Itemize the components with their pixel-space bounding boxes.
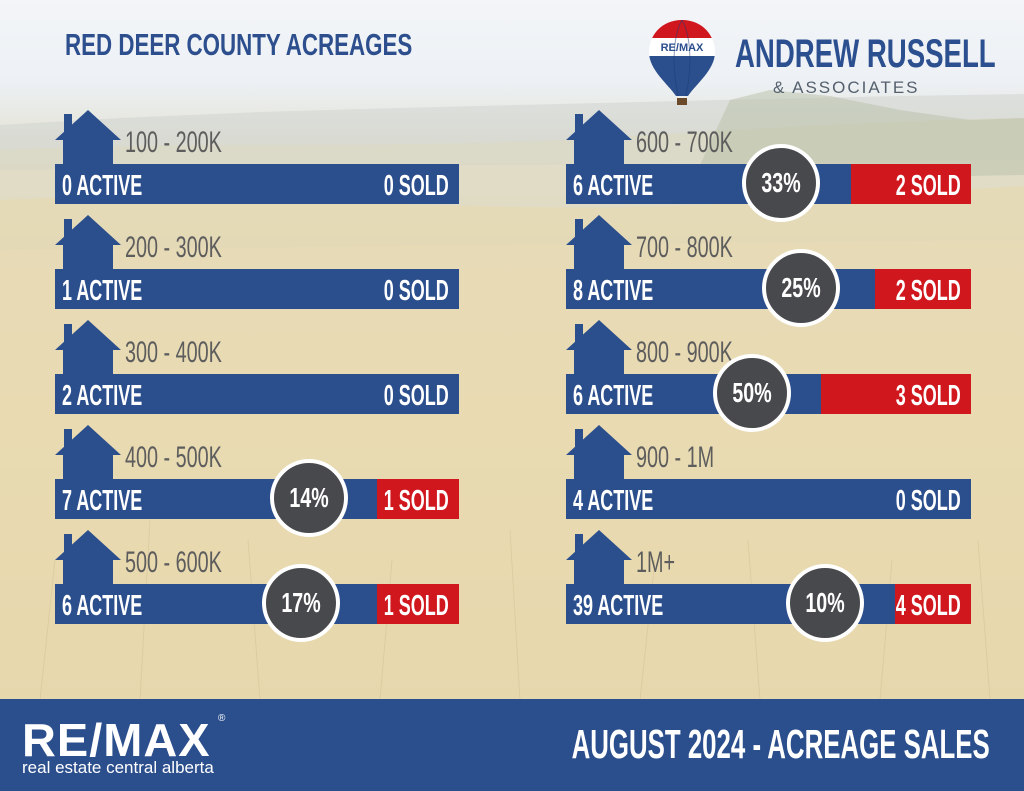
active-count: 6 ACTIVE: [573, 380, 654, 412]
sold-bar: [851, 164, 971, 204]
active-count: 8 ACTIVE: [573, 275, 654, 307]
sold-bar: [821, 374, 971, 414]
active-count: 2 ACTIVE: [62, 380, 143, 412]
hot-air-balloon-icon: RE/MAX: [649, 20, 715, 105]
price-range-label: 600 - 700K: [636, 126, 733, 159]
sold-count: 2 SOLD: [896, 170, 961, 202]
house-icon: [566, 530, 632, 586]
house-icon: [55, 110, 121, 166]
sold-count: 0 SOLD: [384, 380, 449, 412]
house-icon: [55, 530, 121, 586]
sold-percent-badge: 25%: [762, 249, 840, 327]
sold-percent-value: 17%: [281, 587, 321, 618]
svg-text:RE/MAX: RE/MAX: [661, 42, 704, 54]
price-range-row: 800 - 900K 6 ACTIVE 3 SOLD 50%: [566, 320, 971, 432]
active-count: 0 ACTIVE: [62, 170, 143, 202]
active-count: 6 ACTIVE: [573, 170, 654, 202]
sold-percent-badge: 10%: [786, 564, 864, 642]
active-bar: [55, 374, 459, 414]
sold-count: 0 SOLD: [384, 170, 449, 202]
price-range-label: 400 - 500K: [125, 441, 222, 474]
price-range-row: 600 - 700K 6 ACTIVE 2 SOLD 33%: [566, 110, 971, 222]
sold-bar: [377, 584, 459, 624]
price-range-label: 1M+: [636, 546, 676, 579]
sold-percent-value: 25%: [781, 272, 821, 303]
registered-mark: ®: [218, 713, 226, 724]
price-range-label: 300 - 400K: [125, 336, 222, 369]
price-range-label: 200 - 300K: [125, 231, 222, 264]
active-count: 6 ACTIVE: [62, 590, 143, 622]
page-title: RED DEER COUNTY ACREAGES: [65, 27, 413, 62]
footer-tagline: real estate central alberta: [22, 758, 214, 777]
price-range-label: 500 - 600K: [125, 546, 222, 579]
house-icon: [566, 110, 632, 166]
house-icon: [566, 425, 632, 481]
price-range-row: 1M+ 39 ACTIVE 4 SOLD 10%: [566, 530, 971, 642]
sold-count: 3 SOLD: [896, 380, 961, 412]
active-count: 7 ACTIVE: [62, 485, 143, 517]
house-icon: [55, 320, 121, 376]
sold-count: 2 SOLD: [896, 275, 961, 307]
house-icon: [55, 215, 121, 271]
price-range-row: 400 - 500K 7 ACTIVE 1 SOLD 14%: [55, 425, 459, 537]
house-icon: [566, 320, 632, 376]
sold-percent-value: 10%: [805, 587, 845, 618]
active-count: 4 ACTIVE: [573, 485, 654, 517]
house-icon: [55, 425, 121, 481]
sold-percent-value: 14%: [289, 482, 329, 513]
sold-percent-badge: 14%: [270, 459, 348, 537]
price-range-row: 700 - 800K 8 ACTIVE 2 SOLD 25%: [566, 215, 971, 327]
footer-title: AUGUST 2024 - ACREAGE SALES: [571, 721, 990, 767]
active-bar: [55, 269, 459, 309]
brand-name: ANDREW RUSSELL: [735, 32, 996, 76]
price-range-label: 100 - 200K: [125, 126, 222, 159]
sold-percent-badge: 50%: [713, 354, 791, 432]
sold-percent-badge: 17%: [262, 564, 340, 642]
sold-percent-value: 50%: [732, 377, 772, 408]
price-range-row: 200 - 300K 1 ACTIVE 0 SOLD: [55, 215, 459, 309]
sold-bar: [875, 269, 971, 309]
house-icon: [566, 215, 632, 271]
price-range-label: 800 - 900K: [636, 336, 733, 369]
brand-subtitle: & ASSOCIATES: [773, 78, 920, 97]
footer-logo: RE/MAX: [22, 714, 211, 766]
price-range-label: 700 - 800K: [636, 231, 733, 264]
sold-percent-value: 33%: [761, 167, 801, 198]
sold-count: 1 SOLD: [384, 485, 449, 517]
price-range-row: 500 - 600K 6 ACTIVE 1 SOLD 17%: [55, 530, 459, 642]
sold-bar: [377, 479, 459, 519]
sold-percent-badge: 33%: [742, 144, 820, 222]
sold-count: 1 SOLD: [384, 590, 449, 622]
price-range-label: 900 - 1M: [636, 441, 715, 474]
price-range-row: 100 - 200K 0 ACTIVE 0 SOLD: [55, 110, 459, 204]
active-count: 39 ACTIVE: [573, 590, 664, 622]
active-count: 1 ACTIVE: [62, 275, 143, 307]
price-range-row: 900 - 1M 4 ACTIVE 0 SOLD: [566, 425, 971, 519]
sold-count: 4 SOLD: [896, 590, 961, 622]
sold-count: 0 SOLD: [384, 275, 449, 307]
price-range-row: 300 - 400K 2 ACTIVE 0 SOLD: [55, 320, 459, 414]
active-bar: [55, 164, 459, 204]
active-bar: [566, 479, 971, 519]
sold-bar: [895, 584, 971, 624]
footer: RE/MAX ® real estate central alberta AUG…: [0, 699, 1024, 791]
sold-count: 0 SOLD: [896, 485, 961, 517]
